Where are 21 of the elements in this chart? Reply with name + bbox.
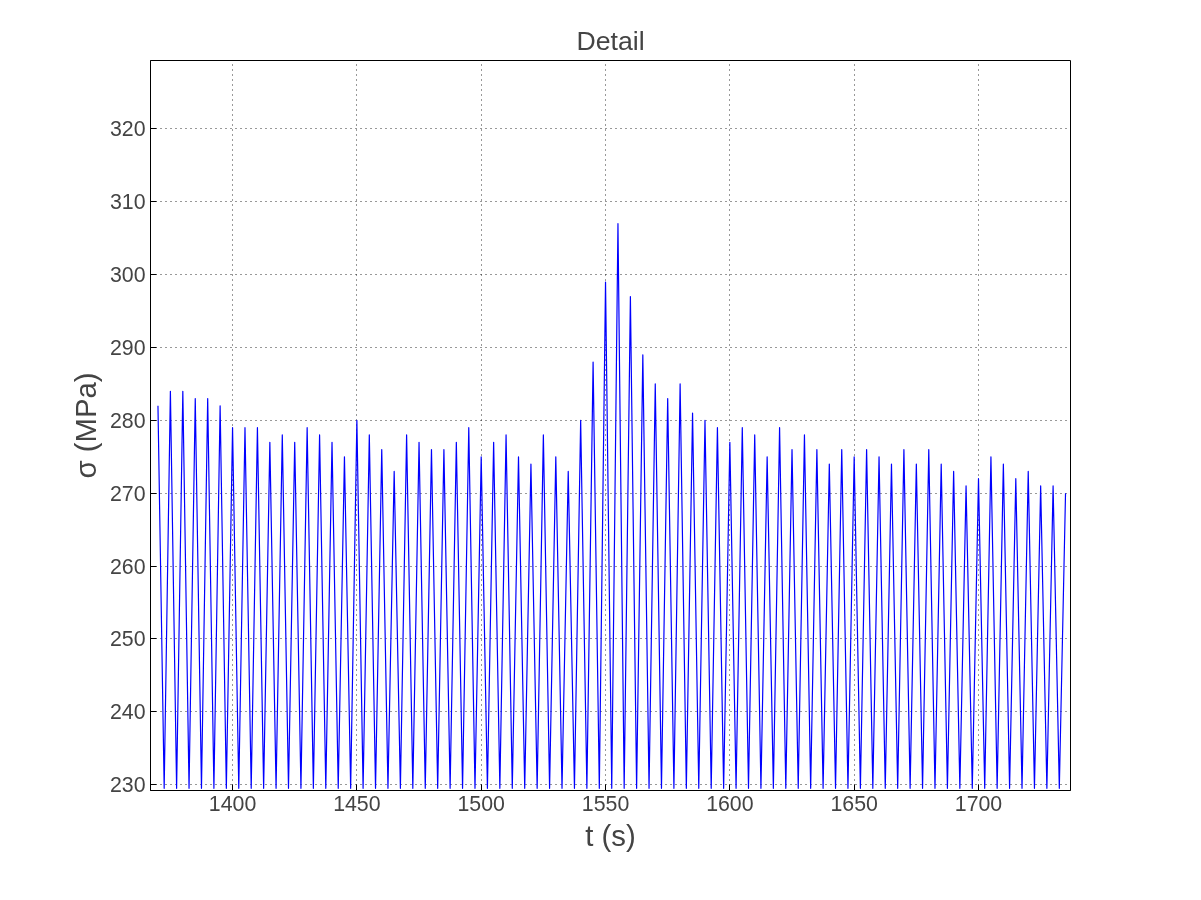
y-tick-label: 290 — [109, 336, 146, 361]
y-axis-title: σ (MPa) — [68, 372, 102, 479]
line-series — [157, 223, 1067, 789]
y-tick-label: 320 — [109, 117, 146, 142]
y-tick-label: 300 — [109, 263, 146, 288]
x-tick-label: 1400 — [208, 791, 257, 816]
y-tick-label: 260 — [109, 554, 146, 579]
y-tick-label: 240 — [109, 700, 146, 725]
x-axis-title: t (s) — [585, 818, 636, 852]
y-tick-label: 230 — [109, 773, 146, 798]
y-tick-label: 280 — [109, 408, 146, 433]
x-tick-label: 1700 — [954, 791, 1003, 816]
x-tick-label: 1550 — [581, 791, 630, 816]
y-tick-label: 310 — [109, 190, 146, 215]
x-tick-label: 1450 — [333, 791, 381, 816]
chart-title: Detail — [576, 25, 645, 56]
y-tick-label: 270 — [109, 481, 146, 506]
x-tick-label: 1600 — [706, 791, 754, 816]
y-tick-label: 250 — [109, 627, 146, 652]
x-tick-label: 1500 — [457, 791, 506, 816]
x-tick-label: 1650 — [830, 791, 879, 816]
